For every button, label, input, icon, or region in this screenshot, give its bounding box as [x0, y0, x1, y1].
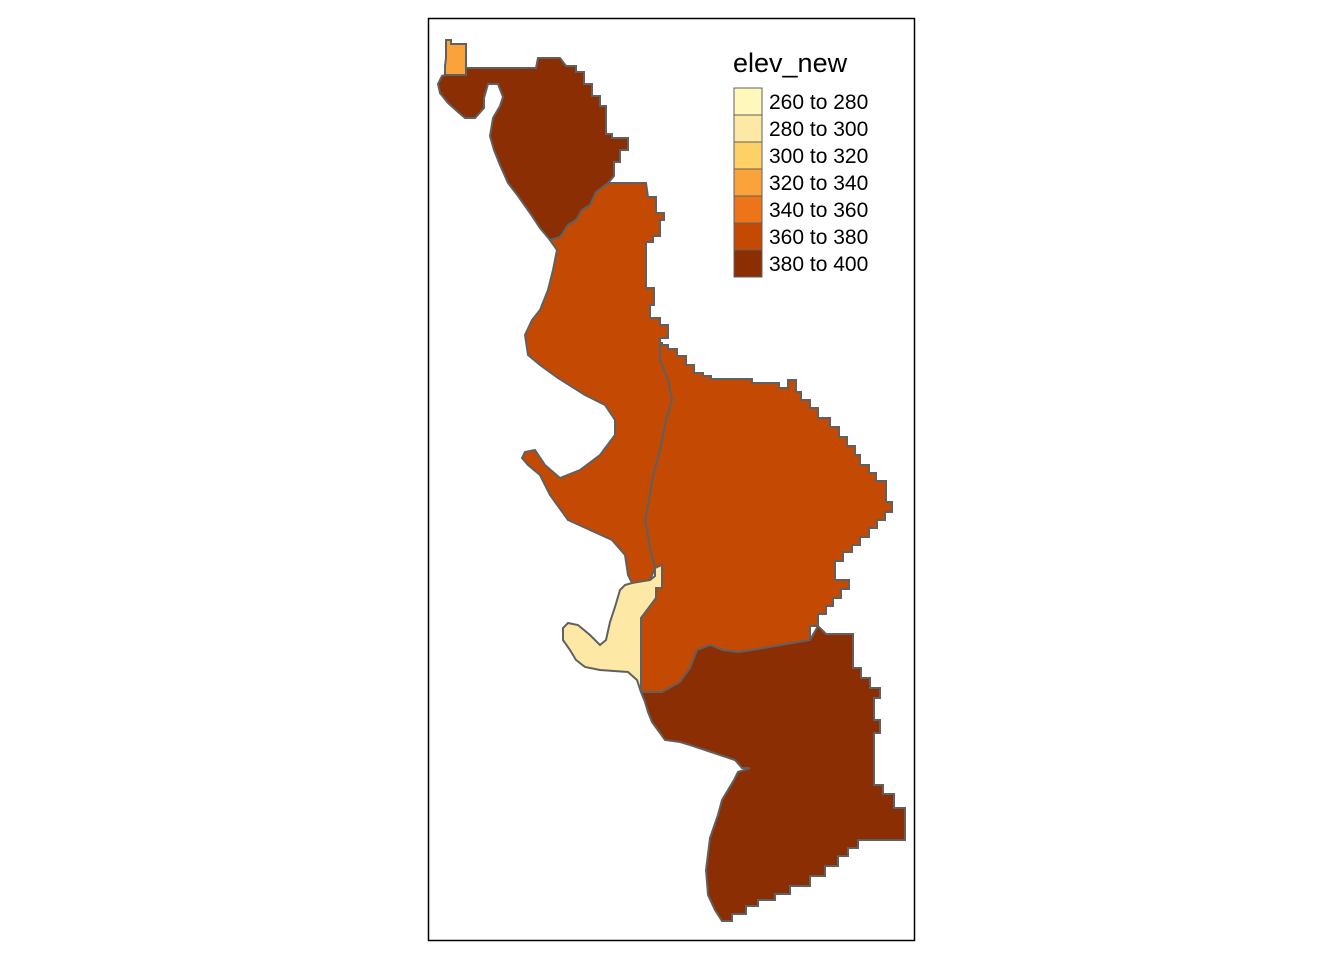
region-north [436, 57, 629, 242]
legend-swatch [733, 195, 763, 224]
legend-items: 260 to 280 280 to 300 300 to 320 320 to 340… [733, 87, 868, 278]
legend-label: 380 to 400 [769, 253, 868, 276]
legend-label: 360 to 380 [769, 226, 868, 249]
region-south [639, 624, 906, 922]
legend-swatch [733, 114, 763, 143]
legend-swatch [733, 222, 763, 251]
legend-label: 300 to 320 [769, 145, 868, 168]
legend-swatch [733, 87, 763, 116]
region-central-west [520, 182, 674, 585]
region-southwest-low [562, 563, 663, 693]
legend-label: 320 to 340 [769, 172, 868, 195]
region-northwest-tip [444, 39, 467, 76]
legend-label: 340 to 360 [769, 199, 868, 222]
legend-label: 260 to 280 [769, 91, 868, 114]
legend-swatch [733, 141, 763, 170]
legend-title: elev_new [733, 48, 848, 78]
legend: elev_new 260 to 280 280 to 300 300 to 320 3… [733, 48, 868, 278]
legend-swatch [733, 249, 763, 278]
legend-swatch [733, 168, 763, 197]
legend-label: 280 to 300 [769, 118, 868, 141]
